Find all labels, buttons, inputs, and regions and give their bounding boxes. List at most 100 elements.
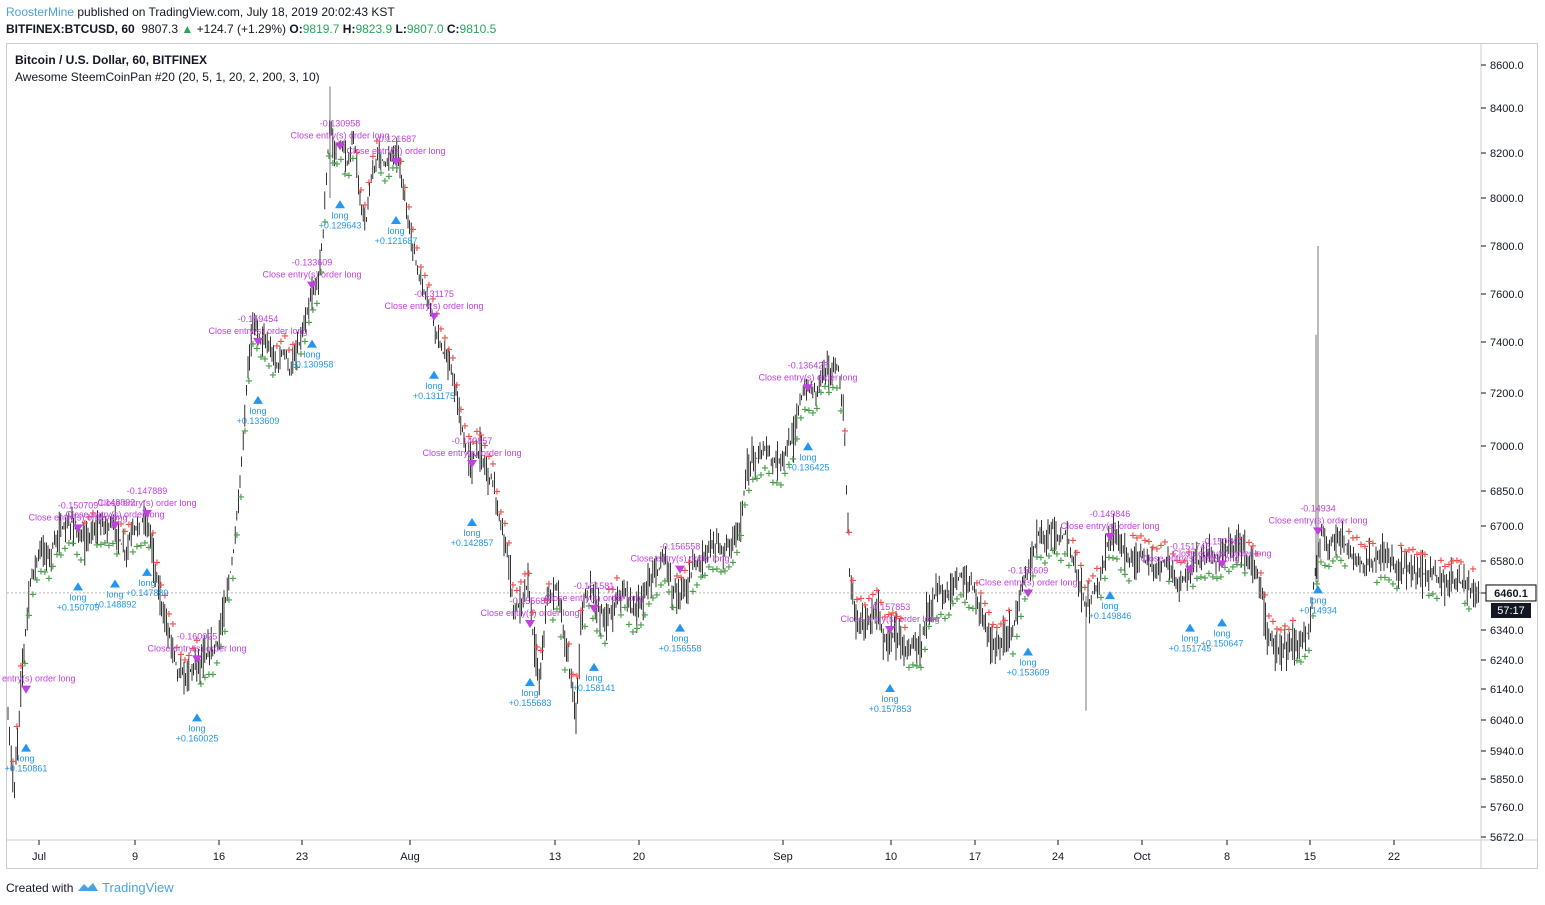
y-tick-label: 6140.0 <box>1490 684 1524 696</box>
close-arrow-icon <box>589 604 599 613</box>
bull-cross: + <box>229 573 237 584</box>
x-tick-label: Jul <box>32 851 46 863</box>
close-value: -0.133609 <box>292 258 333 268</box>
bull-cross: + <box>649 593 657 604</box>
bear-cross: + <box>1453 555 1461 566</box>
x-tick-label: 20 <box>633 851 645 863</box>
bear-cross: + <box>477 430 485 441</box>
bear-cross: + <box>489 459 497 470</box>
entry-arrow-icon <box>885 684 895 692</box>
entry-label: long <box>1101 601 1118 611</box>
bear-cross: + <box>1069 536 1077 547</box>
bear-cross: + <box>673 571 681 582</box>
bull-cross: + <box>921 644 929 655</box>
bull-cross: + <box>953 594 961 605</box>
bull-cross: + <box>393 163 401 174</box>
bear-cross: + <box>1153 544 1161 555</box>
bull-cross: + <box>809 408 817 419</box>
bull-cross: + <box>317 267 325 278</box>
entry-value: +0.158141 <box>573 683 616 693</box>
bear-cross: + <box>513 585 521 596</box>
bear-cross: + <box>421 270 429 281</box>
close-value: -0.160025 <box>177 631 218 641</box>
bear-cross: + <box>369 152 377 163</box>
close-arrow-icon <box>142 509 152 518</box>
entry-arrow-icon <box>335 200 345 209</box>
bear-cross: + <box>157 580 165 591</box>
bear-cross: + <box>445 345 453 356</box>
entry-value: +0.142857 <box>451 538 494 548</box>
bull-cross: + <box>945 610 953 621</box>
bear-cross: + <box>1001 615 1009 626</box>
entry-value: +0.150709 <box>57 602 100 612</box>
bear-cross: + <box>545 579 553 590</box>
bull-cross: + <box>1057 556 1065 567</box>
entry-value: +0.130958 <box>291 360 334 370</box>
bull-cross: + <box>797 413 805 424</box>
bear-cross: + <box>17 661 25 672</box>
bull-cross: + <box>1341 561 1349 572</box>
bull-cross: + <box>1045 551 1053 562</box>
bull-cross: + <box>1465 604 1473 615</box>
entry-arrow-icon <box>1105 591 1115 600</box>
bull-cross: + <box>801 405 809 416</box>
bull-cross: + <box>1241 568 1249 579</box>
bull-cross: + <box>1389 579 1397 590</box>
bull-cross: + <box>913 661 921 672</box>
bear-cross: + <box>1401 546 1409 557</box>
bull-cross: + <box>733 548 741 559</box>
entry-value: +0.150647 <box>1201 638 1244 648</box>
bull-cross: + <box>729 558 737 569</box>
footer: Created with TradingView <box>6 880 174 895</box>
entry-value: +0.149846 <box>1089 611 1132 621</box>
bull-cross: + <box>1221 562 1229 573</box>
bear-cross: + <box>897 613 905 624</box>
x-tick-label: Sep <box>773 851 793 863</box>
bear-cross: + <box>1285 625 1293 636</box>
bull-cross: + <box>825 388 833 399</box>
x-tick-label: 9 <box>132 851 138 863</box>
high-label: H: <box>342 22 356 36</box>
close-label: C: <box>446 22 460 36</box>
entry-label: long <box>1309 595 1326 605</box>
bull-cross: + <box>701 570 709 581</box>
bear-cross: + <box>1261 590 1269 601</box>
bull-cross: + <box>1225 567 1233 578</box>
tradingview-brand[interactable]: TradingView <box>102 880 174 895</box>
bull-cross: + <box>601 639 609 650</box>
close-value: -0.155683 <box>510 596 551 606</box>
bull-cross: + <box>309 305 317 316</box>
bear-cross: + <box>869 590 877 601</box>
bull-cross: + <box>581 621 589 632</box>
bull-cross: + <box>97 540 105 551</box>
bull-cross: + <box>785 459 793 470</box>
bull-cross: + <box>385 171 393 182</box>
bear-cross: + <box>409 225 417 236</box>
author-link[interactable]: RoosterMine <box>6 5 75 19</box>
bull-cross: + <box>53 549 61 560</box>
bear-cross: + <box>1185 547 1193 558</box>
x-tick-label: 13 <box>549 851 561 863</box>
bear-cross: + <box>849 576 857 587</box>
bull-cross: + <box>597 631 605 642</box>
bull-cross: + <box>213 658 221 669</box>
bear-cross: + <box>1149 543 1157 554</box>
bull-cross: + <box>21 659 29 670</box>
y-tick-label: 8000.0 <box>1490 193 1524 205</box>
x-tick-label: 16 <box>213 851 225 863</box>
bear-cross: + <box>1353 533 1361 544</box>
bull-cross: + <box>833 383 841 394</box>
close-label: Close entry(s) order long <box>840 614 939 624</box>
bear-cross: + <box>1145 537 1153 548</box>
entry-label: long <box>106 590 123 600</box>
y-tick-label: 6240.0 <box>1490 655 1524 667</box>
entry-value: +0.160025 <box>176 733 219 743</box>
bear-cross: + <box>417 262 425 273</box>
bear-cross: + <box>273 341 281 352</box>
close-arrow-icon <box>467 460 477 468</box>
bear-cross: + <box>401 183 409 194</box>
bull-cross: + <box>33 575 41 586</box>
bear-cross: + <box>353 148 361 159</box>
bull-cross: + <box>69 538 77 549</box>
